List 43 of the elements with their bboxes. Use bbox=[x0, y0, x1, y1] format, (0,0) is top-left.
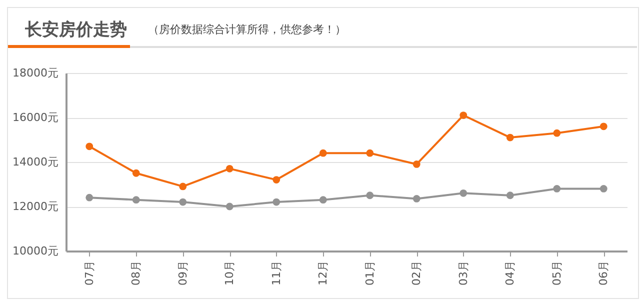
x-tick-label: 07月 bbox=[82, 260, 96, 286]
point bbox=[600, 185, 608, 192]
point bbox=[600, 122, 608, 130]
x-tick-label: 02月 bbox=[410, 260, 424, 286]
x-tick-label: 04月 bbox=[504, 260, 517, 286]
x-tick-label: 06月 bbox=[597, 260, 610, 286]
x-tick-label: 03月 bbox=[456, 260, 470, 286]
x-tick-label: 05月 bbox=[550, 260, 564, 286]
point bbox=[460, 112, 468, 119]
point bbox=[132, 169, 140, 177]
point bbox=[553, 185, 561, 192]
point bbox=[272, 198, 280, 206]
point bbox=[272, 176, 280, 184]
x-tick-label: 11月 bbox=[270, 260, 283, 286]
y-tick-label: 16000元 bbox=[12, 111, 58, 124]
point bbox=[412, 195, 420, 202]
point bbox=[553, 129, 561, 137]
point bbox=[179, 182, 187, 190]
point bbox=[132, 196, 140, 204]
point bbox=[86, 142, 94, 150]
point bbox=[366, 192, 374, 200]
x-tick-label: 10月 bbox=[223, 260, 236, 286]
chart-title: 长安房价走势 bbox=[25, 19, 127, 41]
y-tick-label: 14000元 bbox=[12, 156, 58, 168]
point bbox=[226, 164, 234, 172]
point bbox=[226, 202, 234, 210]
x-tick-label: 12月 bbox=[316, 260, 330, 286]
y-tick-label: 10000元 bbox=[12, 244, 58, 258]
point bbox=[460, 189, 468, 197]
x-tick-label: 08月 bbox=[130, 260, 143, 286]
point bbox=[179, 198, 187, 206]
point bbox=[319, 196, 327, 204]
point bbox=[506, 134, 514, 142]
point bbox=[319, 149, 327, 157]
point bbox=[412, 160, 420, 168]
point bbox=[506, 192, 514, 200]
y-tick-label: 12000元 bbox=[12, 200, 58, 213]
x-tick-label: 01月 bbox=[363, 260, 376, 286]
point bbox=[86, 194, 94, 202]
chart-subtitle: （房价数据综合计算所得，供您参考！） bbox=[148, 22, 346, 37]
y-tick-label: 18000元 bbox=[12, 66, 58, 80]
x-tick-label: 09月 bbox=[176, 260, 190, 286]
point bbox=[366, 149, 374, 157]
